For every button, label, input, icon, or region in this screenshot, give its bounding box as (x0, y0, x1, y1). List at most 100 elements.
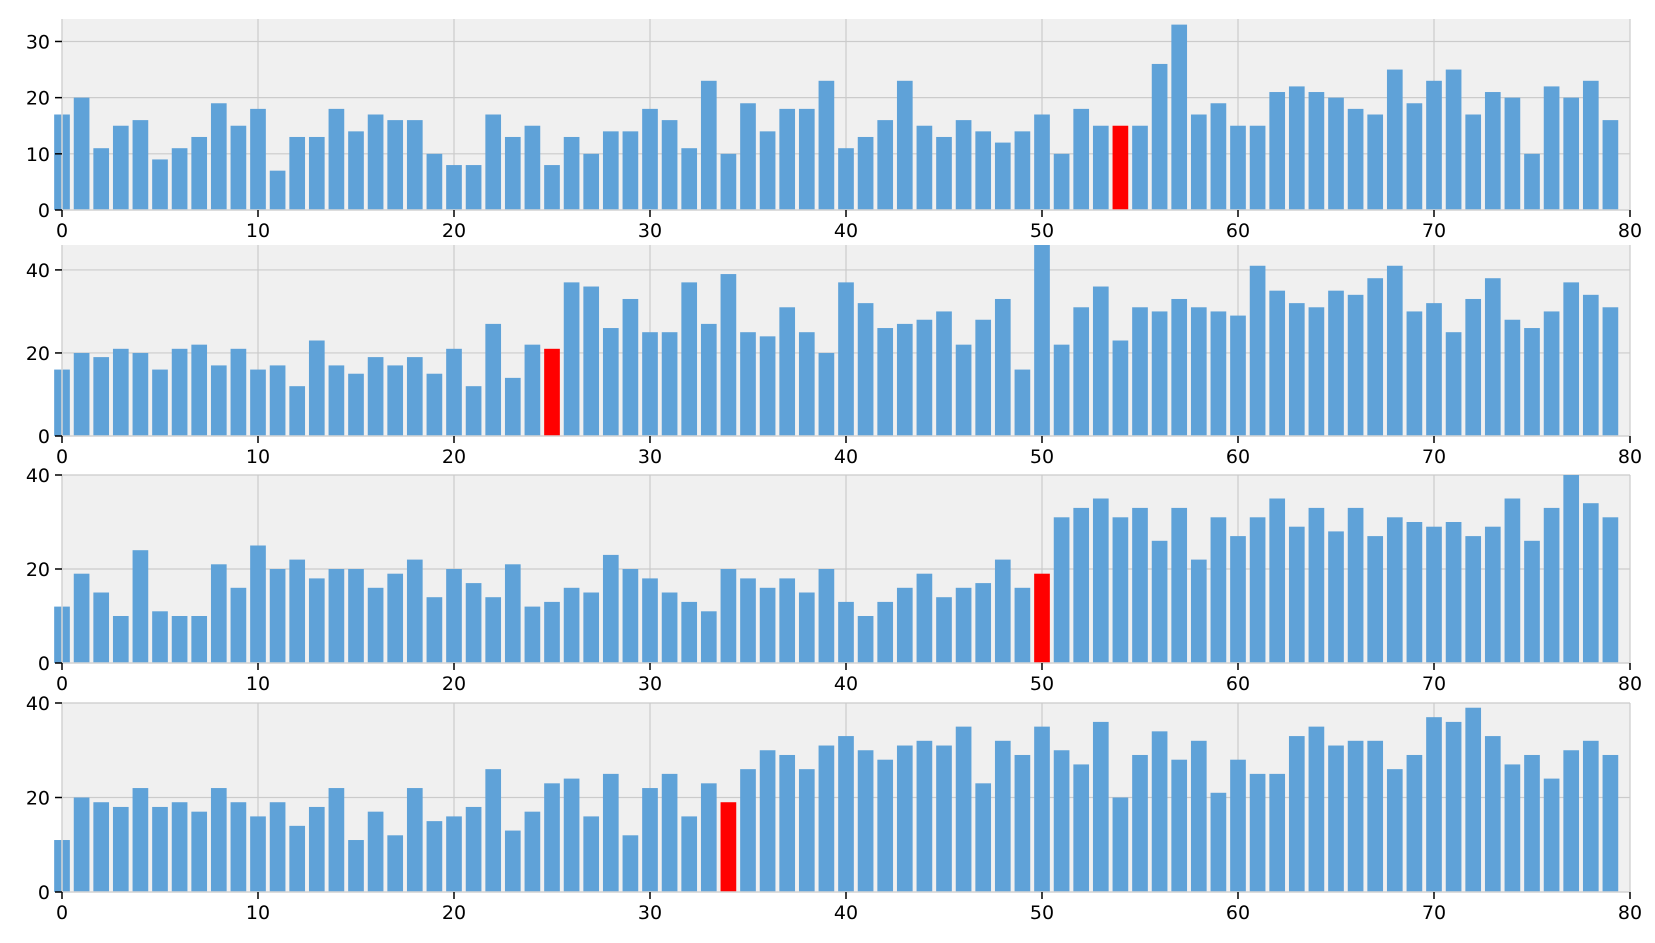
bar (740, 332, 756, 436)
bar (1445, 69, 1462, 210)
bar (1132, 125, 1148, 210)
bar (583, 816, 600, 892)
bar (1582, 294, 1599, 436)
bar (681, 816, 698, 892)
bar (328, 108, 345, 210)
x-tick-label: 40 (834, 446, 858, 468)
bar (661, 120, 678, 210)
bar (230, 125, 247, 210)
y-tick-label: 40 (26, 260, 50, 282)
bar (1092, 721, 1109, 892)
bar (1386, 769, 1403, 892)
bar (602, 773, 619, 892)
bar (73, 97, 90, 210)
bar (1484, 736, 1501, 892)
bar (622, 298, 639, 436)
bar (1171, 298, 1188, 436)
bar (406, 788, 423, 892)
bar (877, 601, 894, 663)
x-tick-label: 40 (834, 673, 858, 695)
x-tick-label: 50 (1030, 220, 1054, 242)
bar (583, 592, 600, 663)
bar (524, 125, 541, 210)
bar (1582, 740, 1599, 892)
bar (504, 136, 521, 210)
bar (1386, 265, 1403, 436)
bar (563, 282, 580, 436)
bar (426, 153, 443, 210)
bar (1328, 531, 1344, 663)
bar (132, 788, 149, 892)
bar (994, 298, 1011, 436)
bar (720, 153, 737, 210)
bar (838, 736, 854, 892)
bar (916, 319, 933, 436)
bar (1073, 307, 1090, 436)
bar (602, 554, 619, 663)
bar (622, 569, 639, 663)
y-tick-label: 0 (38, 200, 50, 222)
bar (348, 840, 364, 892)
bar (1582, 80, 1599, 210)
x-tick-label: 70 (1422, 446, 1446, 468)
bar (1073, 108, 1090, 210)
bar (1053, 517, 1070, 663)
bar (1269, 290, 1286, 436)
bar (838, 148, 854, 210)
bar (857, 750, 874, 892)
bar (446, 165, 462, 210)
bar (1269, 773, 1286, 892)
x-tick-label: 80 (1618, 902, 1642, 924)
bar (1210, 311, 1227, 436)
bar (426, 597, 443, 663)
bar (779, 754, 796, 892)
bar (1406, 754, 1423, 892)
bar (681, 148, 698, 210)
bar (387, 573, 404, 663)
y-tick-label: 40 (26, 465, 50, 487)
bar (1445, 721, 1462, 892)
bar (387, 120, 404, 210)
bar (1504, 319, 1521, 436)
x-tick-label: 30 (638, 220, 662, 242)
bar (1563, 282, 1580, 436)
bar (1171, 759, 1188, 892)
x-tick-label: 30 (638, 902, 662, 924)
bar (1406, 103, 1423, 210)
bar (798, 332, 815, 436)
bar (132, 352, 149, 436)
x-tick-label: 80 (1618, 673, 1642, 695)
bar (642, 332, 658, 436)
bar (1328, 290, 1344, 436)
bar (1053, 344, 1070, 436)
bar (210, 788, 227, 892)
bar (720, 569, 737, 663)
bar (1210, 103, 1227, 210)
bar (446, 569, 462, 663)
bar (779, 578, 796, 663)
bar (896, 587, 913, 663)
bar (661, 332, 678, 436)
bar (759, 750, 776, 892)
bar (642, 788, 658, 892)
bar (210, 103, 227, 210)
bar (740, 769, 756, 892)
bar (426, 821, 443, 892)
x-tick-label: 40 (834, 902, 858, 924)
bar (1034, 245, 1050, 436)
x-tick-label: 0 (56, 673, 68, 695)
x-tick-label: 60 (1226, 220, 1250, 242)
y-tick-label: 0 (38, 653, 50, 675)
bar (1406, 311, 1423, 436)
bar (602, 328, 619, 436)
bar (269, 802, 286, 892)
bar (210, 365, 227, 436)
bar (1151, 311, 1168, 436)
bar (230, 802, 247, 892)
bar (661, 773, 678, 892)
bar (191, 136, 208, 210)
bar (152, 611, 168, 663)
bar (367, 811, 384, 892)
bar (1269, 92, 1286, 210)
bar (975, 131, 992, 210)
